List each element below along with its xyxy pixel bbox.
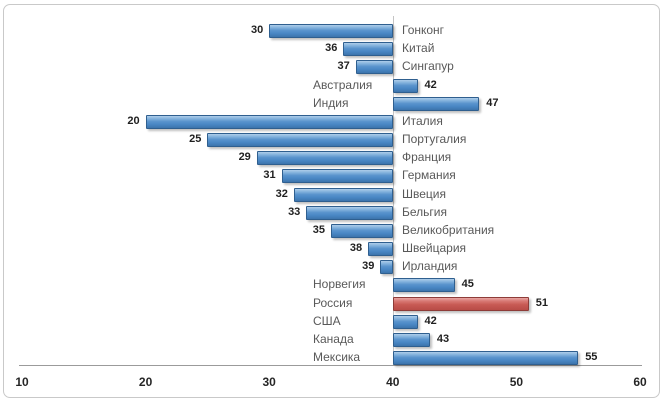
category-label: Ирландия [402,259,458,274]
value-label: 30 [250,24,264,36]
value-label: 42 [424,78,437,91]
value-label: 37 [337,60,350,73]
category-label: Индия [313,95,349,110]
bar [355,60,393,75]
category-label: Канада [313,331,354,346]
category-label: Сингапур [402,59,454,74]
bar [393,332,430,347]
bar [393,296,529,311]
value-label: 29 [238,151,251,164]
bar [368,242,393,256]
x-tick-label: 30 [262,375,276,389]
bar [393,314,418,329]
value-label: 51 [535,296,549,309]
category-label: Бельгия [402,204,447,219]
value-label: 25 [189,133,202,145]
value-label: 55 [585,351,598,364]
bar [393,78,418,93]
x-tick-label: 50 [509,375,524,389]
bar [393,278,455,293]
category-label: Гонконг [402,23,445,37]
category-label: Россия [313,295,353,310]
value-label: 38 [349,242,363,254]
bar [393,351,579,366]
category-axis-line [393,16,394,365]
bar [207,133,393,147]
value-label: 31 [263,169,276,182]
bar [145,114,393,129]
bar [393,96,480,111]
category-label: Франция [402,150,452,165]
category-label: Португалия [402,132,467,146]
bar [380,260,393,275]
category-label: Италия [402,113,443,128]
bar [281,169,393,184]
value-label: 45 [461,278,474,291]
value-label: 47 [486,96,499,109]
value-label: 35 [312,223,325,236]
x-tick-label: 60 [633,375,647,389]
value-label: 33 [288,205,301,218]
category-label: США [313,313,341,328]
bar [293,187,393,202]
bar [256,151,393,166]
category-label: Швейцария [402,241,467,255]
x-tick-label: 10 [15,375,29,389]
category-label: Германия [402,168,456,183]
category-label: Китай [402,41,435,56]
category-label: Швеция [402,186,446,201]
category-label: Мексика [313,350,361,365]
bar [306,205,393,220]
value-label: 39 [362,260,375,273]
value-label: 32 [275,187,288,200]
x-tick-label: 20 [138,375,153,389]
category-label: Великобритания [402,222,495,237]
value-label: 42 [424,314,437,327]
bar [269,24,393,38]
bar [343,42,393,57]
value-label: 43 [436,332,450,345]
category-label: Австралия [313,77,373,92]
value-label: 20 [127,114,140,127]
value-axis-line [19,365,642,366]
x-tick-label: 40 [386,375,400,389]
bar [331,223,393,238]
category-label: Норвегия [313,277,366,292]
value-label: 36 [325,42,338,55]
